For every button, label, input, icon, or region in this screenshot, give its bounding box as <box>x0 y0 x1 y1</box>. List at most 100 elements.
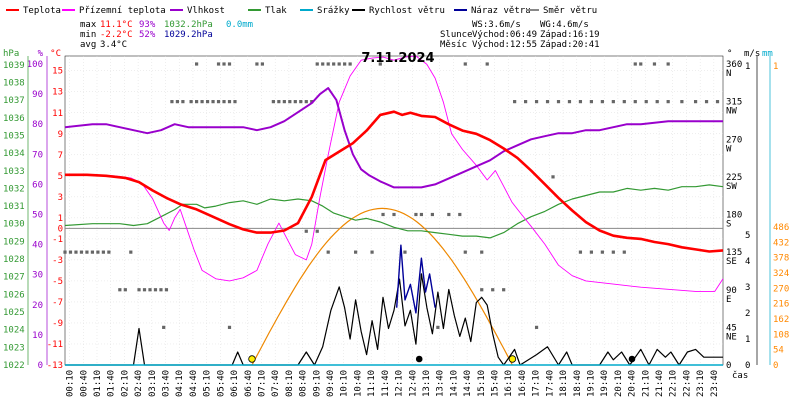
stat-max-hum: 93% <box>139 20 156 30</box>
pressure-tick-label: 1022 <box>3 361 25 371</box>
wind-direction-point <box>704 100 709 104</box>
wind-direction-point <box>195 62 199 66</box>
wind-direction-point <box>652 62 657 66</box>
wind-direction-point <box>463 62 467 66</box>
wind-direction-point <box>205 100 210 104</box>
wind-direction-point <box>321 62 325 66</box>
humidity-tick-label: 40 <box>32 241 43 251</box>
sun-elevation-line <box>251 207 513 366</box>
legend-label: Tlak <box>265 6 287 16</box>
wind-direction-point <box>666 62 670 66</box>
wind-direction-point <box>233 100 237 104</box>
humidity-axis-label: % <box>38 49 44 59</box>
wind-direction-point <box>589 250 593 254</box>
x-tick-label: 07:40 <box>271 370 281 397</box>
x-tick-label: 11:40 <box>381 370 391 397</box>
stat-min-hum: 52% <box>139 30 156 40</box>
wind-direction-point <box>310 100 314 104</box>
wind-direction-point <box>463 250 467 254</box>
pressure-tick-label: 1034 <box>3 149 25 159</box>
wind-direction-point <box>655 100 659 104</box>
x-tick-label: 21:40 <box>655 370 665 397</box>
wind-direction-point <box>337 62 341 66</box>
x-tick-label: 04:10 <box>175 370 185 397</box>
direction-name-label: N <box>726 69 731 79</box>
pressure-tick-label: 1025 <box>3 308 25 318</box>
wind-direction-point <box>68 250 73 254</box>
temp-tick-label: 5 <box>58 172 63 182</box>
humidity-tick-label: 0 <box>38 361 43 371</box>
ground-temperature-line <box>65 55 724 292</box>
direction-name-label: NE <box>726 332 737 342</box>
humidity-tick-label: 80 <box>32 120 43 130</box>
x-tick-label: 06:10 <box>230 370 240 397</box>
wind-direction-point <box>430 212 434 217</box>
rain-tick-label: 162 <box>773 315 789 325</box>
x-tick-label: 02:40 <box>134 370 144 397</box>
rain-tick-label: 108 <box>773 330 789 340</box>
x-tick-label: 07:10 <box>257 370 267 397</box>
wind-direction-point <box>181 100 185 104</box>
pressure-tick-label: 1035 <box>3 131 25 141</box>
x-tick-label: 15:10 <box>477 370 487 397</box>
wind-direction-point <box>578 100 583 104</box>
legend-label: Přízemní teplota <box>79 6 166 16</box>
x-tick-label: 04:40 <box>189 370 199 397</box>
wind-direction-point <box>282 100 286 104</box>
x-tick-label: 19:40 <box>600 370 610 397</box>
pressure-axis-label: hPa <box>3 49 19 59</box>
pressure-tick-label: 1026 <box>3 290 25 300</box>
wind-direction-point <box>170 100 174 104</box>
rain-tick-label: 324 <box>773 269 789 279</box>
wind-direction-point <box>153 288 158 292</box>
x-tick-label: 16:10 <box>504 370 514 397</box>
wind-direction-point <box>227 100 232 104</box>
direction-name-label: SW <box>726 182 737 192</box>
wind-direction-point <box>74 250 78 254</box>
pressure-tick-label: 1031 <box>3 202 25 212</box>
pressure-tick-label: 1038 <box>3 78 25 88</box>
direction-name-label: NW <box>726 107 737 117</box>
x-tick-label: 00:40 <box>79 370 89 397</box>
pressure-tick-label: 1036 <box>3 114 25 124</box>
humidity-tick-label: 50 <box>32 211 43 221</box>
wind-direction-point <box>534 325 539 329</box>
wind-direction-point <box>502 288 506 292</box>
chart-grid <box>64 55 724 366</box>
direction-tick-label: 45 <box>726 323 737 333</box>
humidity-tick-label: 90 <box>32 90 43 100</box>
wind-direction-point <box>200 100 204 104</box>
x-tick-label: 15:40 <box>491 370 501 397</box>
pressure-tick-label: 1039 <box>3 61 25 71</box>
wind-speed-tick-label: 1 <box>745 335 750 345</box>
wind-direction-point <box>419 212 424 217</box>
temp-tick-label: 3 <box>58 193 63 203</box>
direction-tick-label: 135 <box>726 248 742 258</box>
wind-direction-point <box>414 212 418 217</box>
wind-direction-point <box>715 100 720 104</box>
pressure-line <box>64 184 724 239</box>
wind-direction-point <box>164 288 169 292</box>
temp-tick-label: -3 <box>52 256 63 266</box>
info-wg: WG:4.6m/s <box>540 20 589 30</box>
wind-direction-point <box>644 100 648 104</box>
info-sun-rise: Východ:06:49 <box>472 30 537 40</box>
wind-direction-point <box>611 250 615 254</box>
wind-speed-tick-label: 2 <box>745 309 750 319</box>
chart-legend: Teplota Přízemní teplota Vlhkost Tlak Srážky… <box>6 6 597 16</box>
wind-speed-line <box>65 273 723 366</box>
wind-direction-point <box>175 100 180 104</box>
stat-max-press: 1032.2hPa <box>164 20 213 30</box>
wind-direction-point <box>304 229 308 233</box>
direction-tick-label: 360 <box>726 60 742 70</box>
temp-tick-label: 11 <box>52 109 63 119</box>
x-tick-label: 06:40 <box>244 370 254 397</box>
wind-direction-point <box>255 62 259 66</box>
x-tick-label: 09:40 <box>326 370 336 397</box>
wind-direction-point <box>142 288 147 292</box>
pressure-tick-label: 1027 <box>3 273 25 283</box>
x-tick-label: 17:40 <box>545 370 555 397</box>
temp-tick-label: 1 <box>58 214 63 224</box>
humidity-tick-label: 10 <box>32 331 43 341</box>
temp-tick-label: 9 <box>58 130 63 140</box>
